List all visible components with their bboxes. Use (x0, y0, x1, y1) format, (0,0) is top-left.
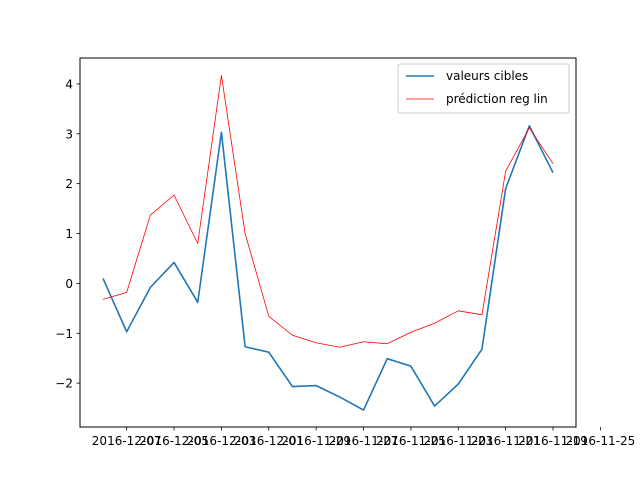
series-line-2 (102, 75, 554, 348)
legend: valeurs cibles prédiction reg lin (397, 63, 570, 114)
legend-label-series-1: valeurs cibles (446, 69, 528, 83)
x-axis: 2016-12-072016-12-052016-12-032016-12-01… (92, 427, 635, 448)
legend-label-series-2: prédiction reg lin (446, 92, 548, 106)
x-tick-label: 2016-12-01 (234, 434, 304, 448)
x-tick-label: 2016-11-27 (329, 434, 399, 448)
y-tick-label: −1 (55, 327, 73, 341)
y-tick-label: 0 (65, 277, 73, 291)
x-tick-label: 2016-12-03 (187, 434, 257, 448)
x-tick-label: 2016-12-07 (92, 434, 162, 448)
y-tick-label: 1 (65, 227, 73, 241)
y-tick-label: 3 (65, 127, 73, 141)
plot-frame (79, 57, 577, 428)
y-tick-label: 2 (65, 177, 73, 191)
x-tick-label: 2016-11-19 (518, 434, 588, 448)
x-tick-label: 2016-11-23 (423, 434, 493, 448)
y-tick-label: −2 (55, 377, 73, 391)
x-tick-label: 2016-11-25 (376, 434, 446, 448)
x-tick-label: 2016-12-05 (139, 434, 209, 448)
x-tick-label: 2016-11-29 (281, 434, 351, 448)
series-layer (102, 75, 554, 411)
x-tick-label: 2016-11-21 (471, 434, 541, 448)
y-tick-label: 4 (65, 77, 73, 91)
x-tick-label: 2016-11-25 (565, 434, 635, 448)
y-axis: −2 −1 0 1 2 3 4 (55, 77, 80, 391)
legend-box (397, 63, 570, 114)
series-line-1 (102, 125, 554, 411)
